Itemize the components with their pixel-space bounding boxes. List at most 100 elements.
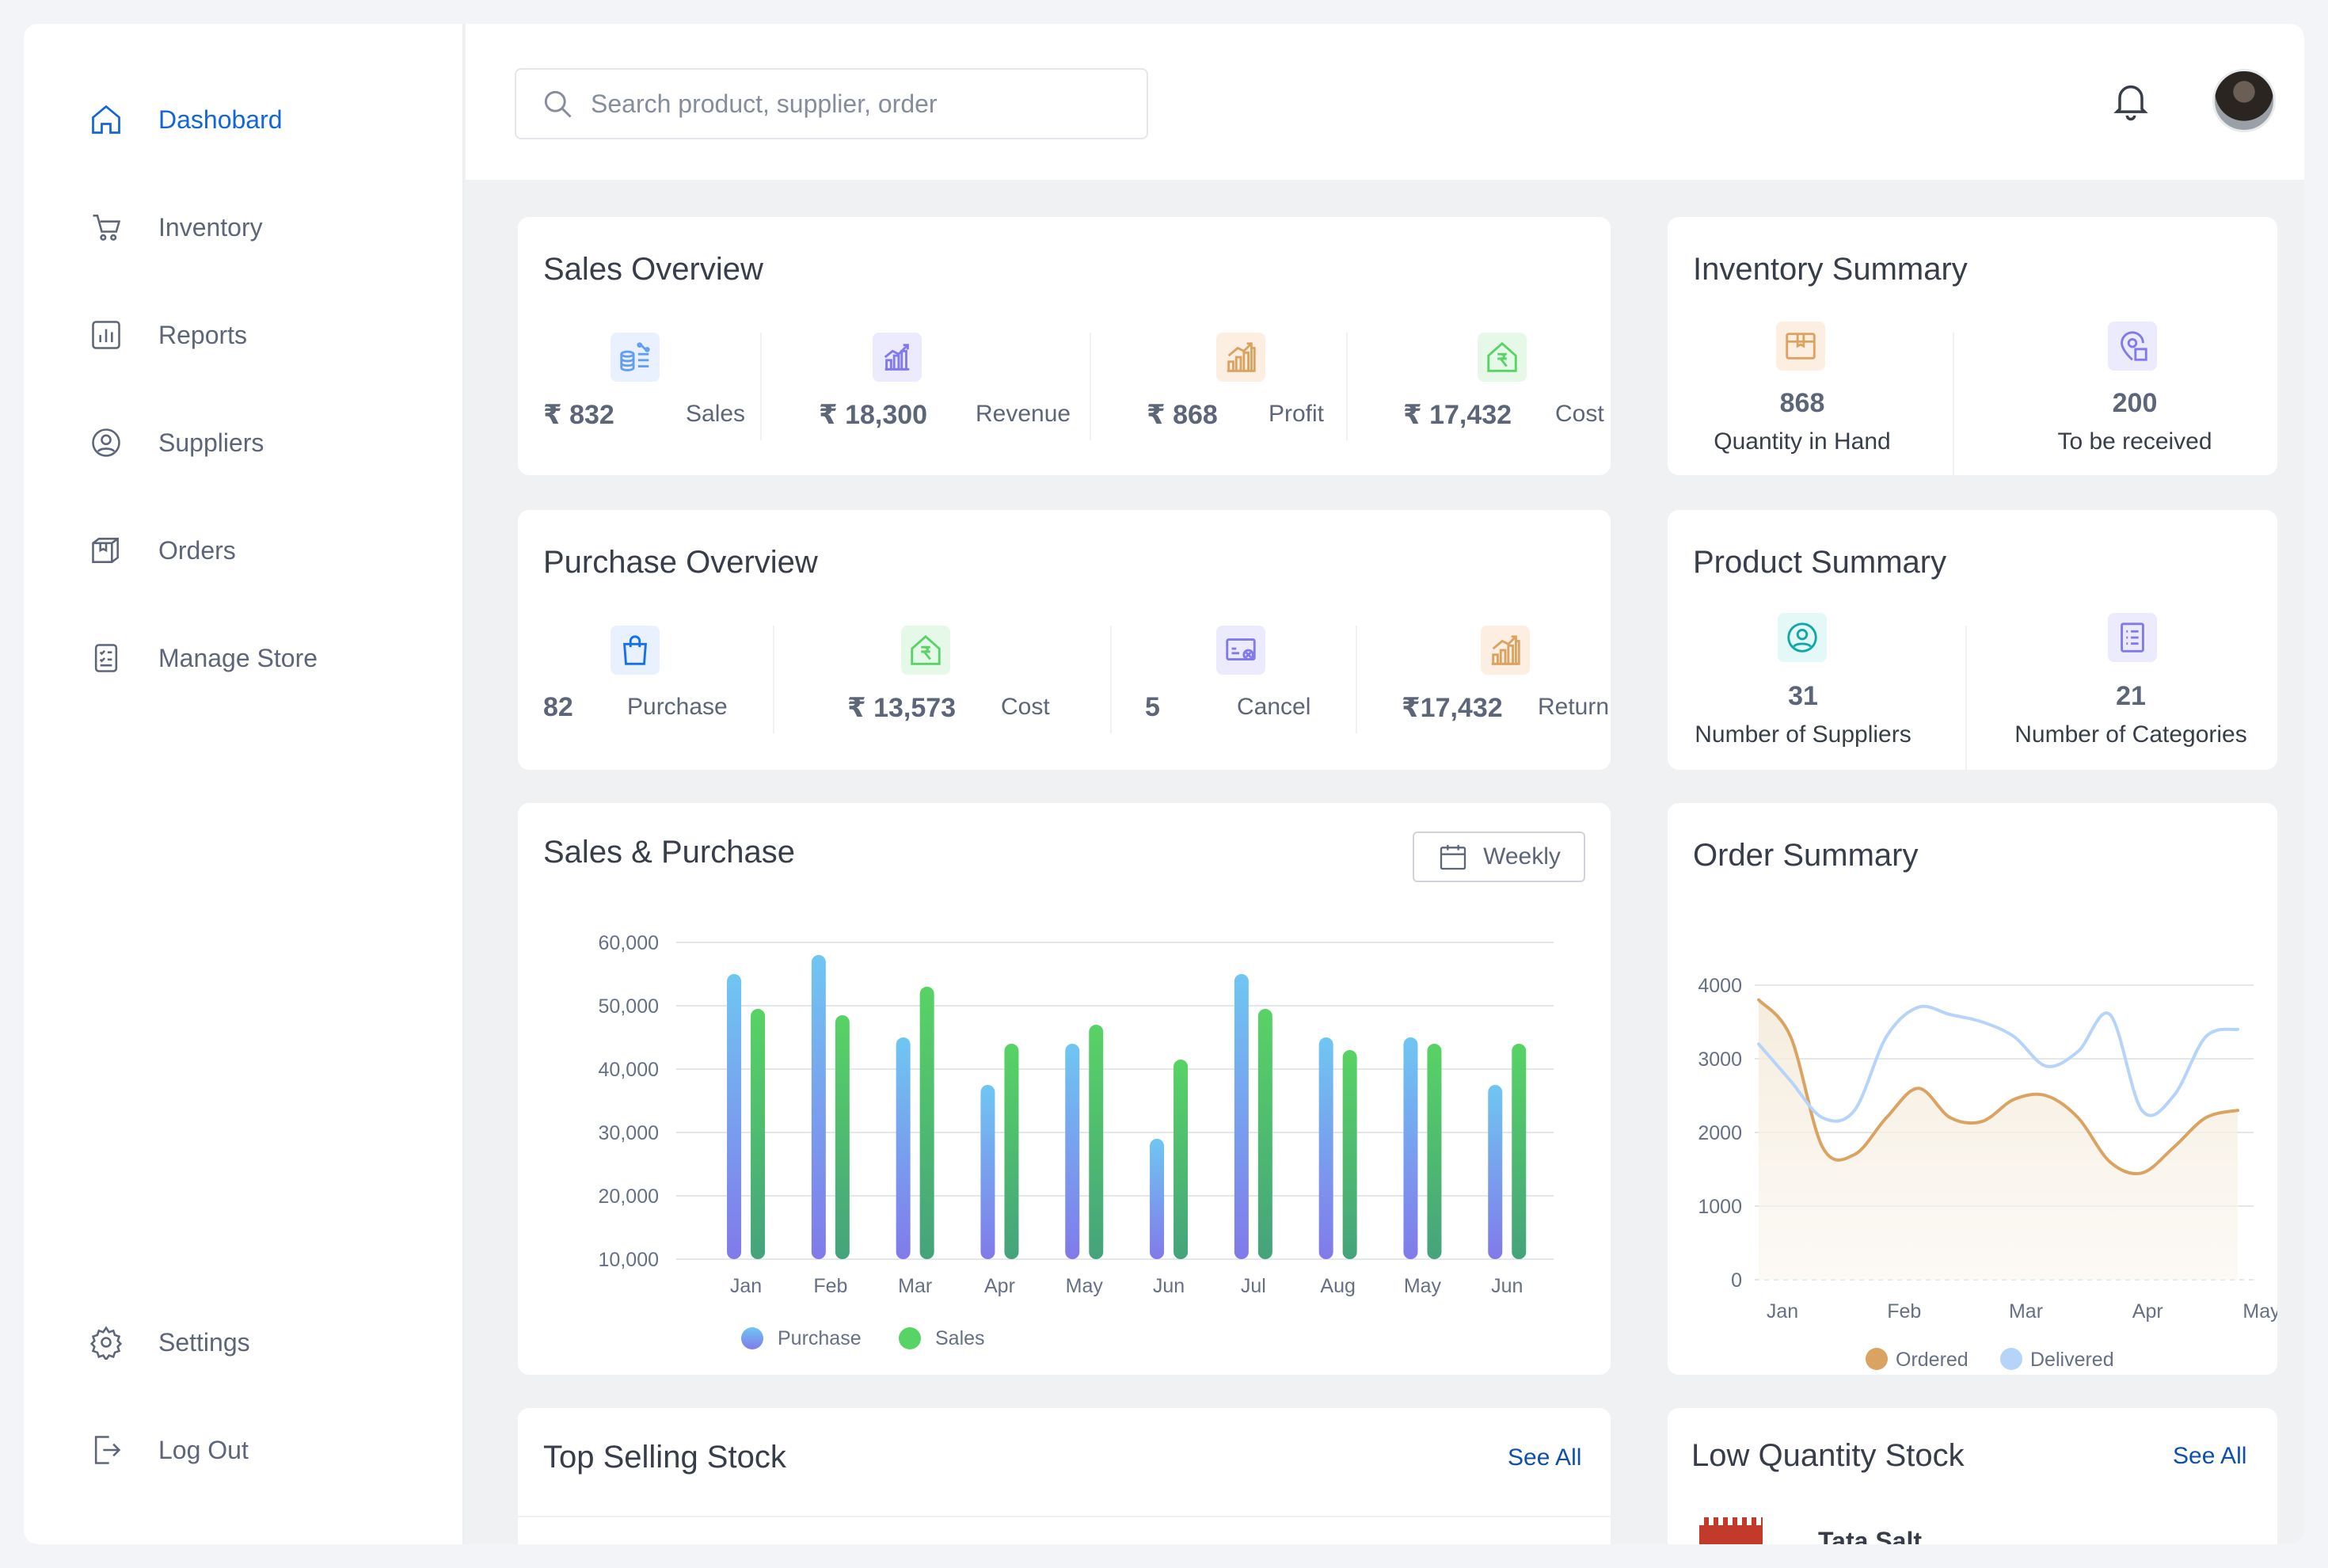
sidebar-item-reports[interactable]: Reports <box>87 311 247 359</box>
x-tick-label: Mar <box>898 1275 932 1297</box>
sidebar-item-settings[interactable]: Settings <box>87 1319 250 1366</box>
x-tick-label: Feb <box>813 1275 847 1297</box>
sales-purchase-card: Sales & Purchase Weekly 60,000 50,000 40,0… <box>518 803 1611 1375</box>
product-summary-card: Product Summary 31 Number of Suppliers 2… <box>1668 510 2277 770</box>
quantity-label: Quantity in Hand <box>1714 428 1891 455</box>
sidebar-item-inventory[interactable]: Inventory <box>87 204 263 251</box>
sales-bar <box>751 1009 766 1259</box>
sales-bar <box>1512 1044 1527 1259</box>
categories-value: 21 <box>2116 681 2146 711</box>
purchase-bar <box>1150 1139 1165 1259</box>
sales-value: ₹ 832 <box>543 400 614 430</box>
purchase-cost-value: ₹ 13,573 <box>847 693 957 723</box>
quantity-value: 868 <box>1779 388 1825 418</box>
card-title: Order Summary <box>1693 838 1919 873</box>
weekly-label: Weekly <box>1483 843 1561 870</box>
purchase-bar <box>1065 1044 1080 1259</box>
sales-label: Sales <box>686 401 746 427</box>
search-icon <box>544 90 572 118</box>
sales-bar <box>1089 1025 1104 1259</box>
bell-icon[interactable] <box>2109 78 2153 122</box>
divider <box>1356 626 1357 733</box>
sales-bar <box>1257 1009 1272 1259</box>
profit-value: ₹ 868 <box>1147 400 1218 430</box>
topbar <box>466 24 2304 180</box>
card-title: Product Summary <box>1693 545 1947 580</box>
suppliers-stat: 31 Number of Suppliers <box>1668 681 1938 748</box>
x-tick-label: Aug <box>1320 1275 1355 1297</box>
return-label: Return <box>1538 694 1610 720</box>
weekly-filter-button[interactable]: Weekly <box>1413 832 1585 882</box>
sales-bar <box>1342 1050 1357 1259</box>
location-box-icon <box>2108 322 2157 371</box>
ordered-line <box>1757 998 2239 1175</box>
legend-delivered-label: Delivered <box>2030 1349 2114 1371</box>
legend-purchase-swatch <box>741 1327 763 1349</box>
sidebar-item-label: Manage Store <box>158 643 318 672</box>
sidebar-item-label: Orders <box>158 535 236 565</box>
bar-growth-icon <box>1481 626 1530 675</box>
rupee-house-icon <box>901 626 950 675</box>
sidebar-item-dashboard[interactable]: Dashobard <box>87 96 283 143</box>
x-tick-label: Mar <box>2009 1300 2043 1323</box>
legend-sales-swatch <box>899 1327 921 1349</box>
y-tick-label: 4000 <box>1698 975 1742 997</box>
y-tick-label: 2000 <box>1698 1122 1742 1144</box>
bag-icon <box>611 626 660 675</box>
sidebar-item-orders[interactable]: Orders <box>87 527 236 574</box>
sales-bar <box>1427 1044 1442 1259</box>
sidebar-item-suppliers[interactable]: Suppliers <box>87 419 264 466</box>
y-tick-label: 40,000 <box>599 1059 659 1081</box>
to-be-received-stat: 200 To be received <box>2000 388 2269 455</box>
purchase-bar <box>1318 1037 1333 1259</box>
sidebar-item-logout[interactable]: Log Out <box>87 1426 249 1474</box>
x-tick-label: Feb <box>1887 1300 1921 1323</box>
sidebar: Dashobard Inventory Reports Suppliers Or… <box>24 24 464 1544</box>
categories-stat: 21 Number of Categories <box>1995 681 2266 748</box>
order-summary-card: Order Summary 4000 3000 2000 1000 0 Jan Feb Mar… <box>1668 803 2277 1375</box>
sidebar-item-manage-store[interactable]: Manage Store <box>87 634 318 682</box>
x-tick-label: Jun <box>1491 1275 1523 1297</box>
x-tick-label: Apr <box>2132 1300 2163 1323</box>
received-label: To be received <box>2057 428 2212 455</box>
y-tick-label: 0 <box>1731 1269 1742 1292</box>
see-all-link[interactable]: See All <box>1508 1444 1582 1471</box>
y-tick-label: 1000 <box>1698 1196 1742 1218</box>
purchase-value: 82 <box>543 692 573 722</box>
sidebar-item-label: Inventory <box>158 212 263 242</box>
search-input[interactable] <box>591 89 1129 119</box>
divider <box>1953 333 1954 475</box>
divider <box>1110 626 1112 733</box>
avatar[interactable] <box>2212 69 2276 132</box>
legend-ordered-swatch <box>1866 1348 1888 1370</box>
home-icon <box>87 101 125 139</box>
sales-bar <box>1004 1044 1019 1259</box>
low-stock-item-name: Tata Salt <box>1818 1527 1922 1544</box>
search-box[interactable] <box>515 68 1148 139</box>
divider <box>518 1516 1611 1517</box>
quantity-in-hand-stat: 868 Quantity in Hand <box>1668 388 1937 455</box>
x-tick-label: May <box>2242 1300 2277 1323</box>
y-tick-label: 60,000 <box>599 932 659 954</box>
top-selling-card: Top Selling Stock See All <box>518 1408 1611 1544</box>
return-value: ₹17,432 <box>1402 693 1503 723</box>
box-icon <box>87 531 125 569</box>
inventory-summary-card: Inventory Summary 868 Quantity in Hand 2… <box>1668 217 2277 475</box>
ordered-area <box>1759 999 2238 1280</box>
divider <box>773 626 774 733</box>
cancel-label: Cancel <box>1237 694 1311 720</box>
list-icon <box>2108 613 2157 662</box>
sidebar-item-label: Log Out <box>158 1435 249 1464</box>
rupee-house-icon <box>1478 333 1527 382</box>
card-title: Purchase Overview <box>543 545 818 580</box>
sales-bar <box>919 987 934 1259</box>
purchase-cost-label: Cost <box>1001 694 1050 720</box>
purchase-bar <box>727 974 742 1259</box>
sidebar-item-label: Settings <box>158 1327 250 1357</box>
see-all-link[interactable]: See All <box>2173 1443 2247 1469</box>
card-title: Inventory Summary <box>1693 252 1968 287</box>
legend-sales-label: Sales <box>935 1327 985 1349</box>
checklist-icon <box>87 639 125 677</box>
profit-label: Profit <box>1269 401 1325 427</box>
purchase-label: Purchase <box>627 694 728 720</box>
